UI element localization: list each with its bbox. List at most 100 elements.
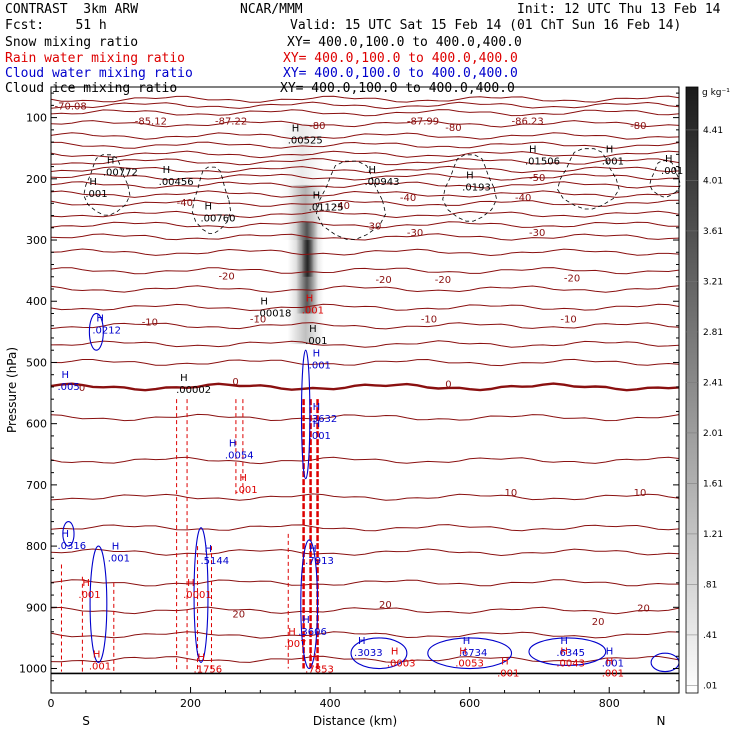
extremum-h-8: H xyxy=(529,145,537,156)
isotherm-label-19: -20 xyxy=(564,273,580,284)
isotherm-line-9 xyxy=(50,173,680,181)
cloud-contour-8 xyxy=(528,637,607,667)
extremum-value-26: .001 xyxy=(78,590,100,601)
field-name-rain: Rain water mixing ratio xyxy=(5,51,186,66)
isotherm-line-14 xyxy=(50,221,680,229)
x-tick-label-1: 200 xyxy=(180,697,201,710)
extremum-value-0: .00772 xyxy=(103,168,138,179)
colorbar-label-0: 4.41 xyxy=(703,126,723,136)
isotherm-line-15 xyxy=(50,233,680,241)
extremum-h-19: H xyxy=(313,419,321,430)
extremum-h-18: H xyxy=(313,402,321,413)
extremum-h-0: H xyxy=(107,156,115,167)
extremum-value-6: .00943 xyxy=(364,177,399,188)
x-tick-label-2: 400 xyxy=(320,697,341,710)
extremum-value-36: .001 xyxy=(602,659,624,670)
isotherm-line-3 xyxy=(50,119,680,128)
extremum-value-27: .0001 xyxy=(183,590,212,601)
extremum-value-29: .007 xyxy=(284,639,306,650)
extremum-value-33: .0053 xyxy=(455,659,484,670)
colorbar-label-11: .01 xyxy=(703,681,717,691)
extremum-h-16: H xyxy=(313,349,321,360)
extremum-h-6: H xyxy=(368,165,376,176)
isotherm-line-4 xyxy=(50,132,680,140)
colorbar-unit: g kg⁻¹ xyxy=(702,88,730,98)
field-xy-rain: XY= 400.0,100.0 to 400.0,400.0 xyxy=(283,51,518,66)
extremum-h-39: H xyxy=(309,653,317,664)
isotherm-label-32: 20 xyxy=(592,617,605,628)
endpoint-right-label: N xyxy=(657,714,666,728)
isotherm-label-12: -40 xyxy=(334,201,350,212)
extremum-value-5: .01125 xyxy=(309,203,344,214)
isotherm-line-2 xyxy=(50,109,680,117)
extremum-h-40: H xyxy=(501,656,509,667)
isotherm-line-26 xyxy=(50,493,680,501)
snow-contour-2 xyxy=(315,160,387,240)
isotherm-line-32 xyxy=(50,655,680,663)
cloud-contour-1 xyxy=(62,521,75,547)
extremum-h-28: H xyxy=(302,615,310,626)
extremum-h-29: H xyxy=(288,627,296,638)
extremum-h-32: H xyxy=(463,636,471,647)
isotherm-label-2: -87.22 xyxy=(215,117,247,128)
extremum-value-15: .001 xyxy=(302,305,324,316)
isotherm-line-27 xyxy=(50,524,680,532)
field-xy-snow: XY= 400.0,100.0 to 400.0,400.0 xyxy=(287,35,522,50)
extremum-value-32: .6734 xyxy=(459,648,488,659)
isotherm-line-18 xyxy=(50,285,680,293)
extremum-value-35: .0043 xyxy=(556,659,585,670)
x-tick-label-3: 600 xyxy=(459,697,480,710)
isotherm-label-5: -80 xyxy=(309,121,325,132)
isotherm-line-29 xyxy=(50,579,679,587)
extremum-h-24: H xyxy=(205,544,213,555)
isotherm-label-4: -86.23 xyxy=(512,117,544,128)
extremum-h-36: H xyxy=(606,647,614,658)
snow-contour-5 xyxy=(649,160,681,198)
extremum-value-23: .001 xyxy=(108,553,130,564)
snow-contours xyxy=(83,148,681,240)
isotherm-line-17 xyxy=(50,267,680,275)
colorbar-label-6: 2.01 xyxy=(703,429,723,439)
rain-contours xyxy=(60,399,319,672)
temperature-contours xyxy=(50,95,680,675)
isotherm-label-1: -85.12 xyxy=(135,117,167,128)
y-axis-label: Pressure (hPa) xyxy=(5,347,19,433)
cloud-contours xyxy=(62,312,680,673)
isotherm-line-31 xyxy=(50,631,680,639)
isotherm-line-25 xyxy=(50,456,680,465)
isotherm-line-6 xyxy=(50,150,680,159)
extremum-value-17: .005 xyxy=(57,382,79,393)
isotherm-label-18: -20 xyxy=(435,275,451,286)
isotherm-line-7 xyxy=(50,158,680,166)
extremum-value-7: .0193 xyxy=(462,182,491,193)
isotherm-label-17: -20 xyxy=(375,275,391,286)
field-xy-ice: XY= 400.0,100.0 to 400.0,400.0 xyxy=(280,81,515,96)
extremum-h-38: H xyxy=(198,653,206,664)
colorbar-label-3: 3.21 xyxy=(703,277,723,287)
extremum-value-37: .001 xyxy=(89,662,111,673)
extremum-h-11: H xyxy=(260,296,268,307)
snow-contour-3 xyxy=(442,154,498,222)
org-label: NCAR/MMM xyxy=(240,2,303,17)
extremum-h-31: H xyxy=(391,647,399,658)
extremum-h-22: H xyxy=(61,529,69,540)
isotherm-label-21: -10 xyxy=(250,314,266,325)
extremum-h-17: H xyxy=(61,370,69,381)
isotherm-line-28 xyxy=(50,548,680,557)
zero-isotherm xyxy=(50,382,680,392)
y-tick-label-8: 900 xyxy=(26,601,47,614)
isotherm-label-22: -10 xyxy=(421,314,437,325)
extremum-value-25: .7913 xyxy=(305,556,334,567)
field-name-ice: Cloud ice mixing ratio xyxy=(5,81,178,96)
extremum-value-21: .001 xyxy=(235,485,257,496)
extremum-value-40: .001 xyxy=(497,668,519,679)
isotherm-line-1 xyxy=(50,101,680,110)
valid-label: Valid: 15 UTC Sat 15 Feb 14 (01 ChT Sun … xyxy=(290,18,682,33)
extremum-h-25: H xyxy=(309,544,317,555)
colorbar-label-8: 1.21 xyxy=(703,530,723,540)
isotherm-label-27: 10 xyxy=(505,488,518,499)
extremum-value-39: .7853 xyxy=(305,665,334,676)
cloud-contour-2 xyxy=(89,545,108,663)
extremum-h-20: H xyxy=(229,438,237,449)
